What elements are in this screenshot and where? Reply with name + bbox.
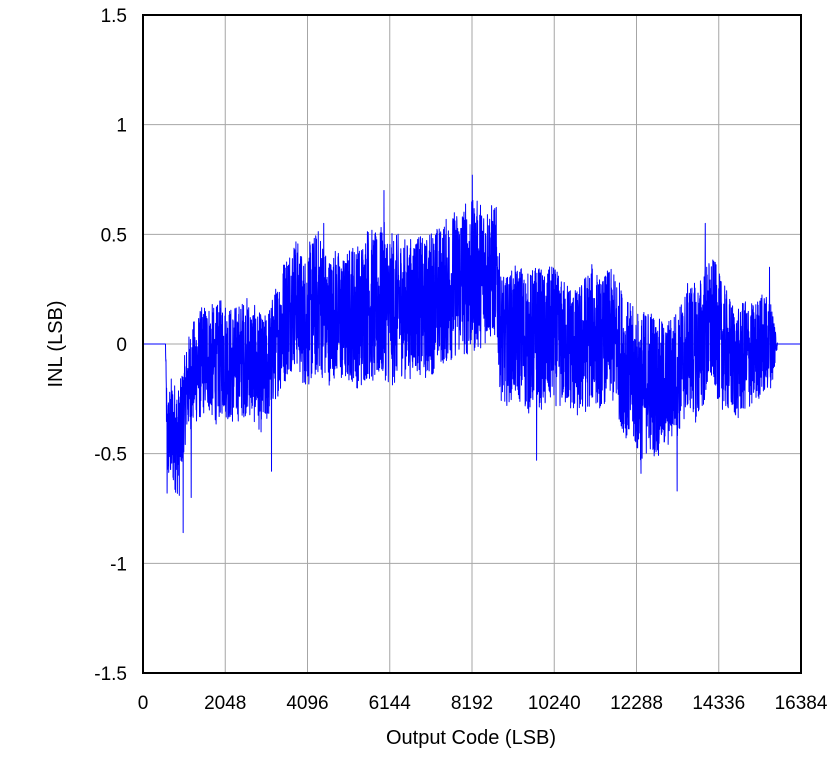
y-tick-label: 0 — [116, 335, 127, 356]
x-tick-label: 8192 — [451, 693, 493, 714]
x-tick-label: 2048 — [204, 693, 246, 714]
y-tick-label: 1 — [116, 116, 127, 137]
x-tick-label: 0 — [138, 693, 149, 714]
x-tick-label: 4096 — [286, 693, 328, 714]
y-tick-label: 1.5 — [101, 6, 127, 27]
inl-series-line — [143, 174, 801, 534]
y-tick-label: -0.5 — [94, 445, 127, 466]
x-tick-label: 14336 — [692, 693, 745, 714]
x-axis-label: Output Code (LSB) — [386, 727, 556, 749]
series-group — [143, 174, 801, 534]
x-tick-labels: 0 2048 4096 6144 8192 10240 12288 14336 16384 — [138, 693, 828, 714]
y-axis-label: INL (LSB) — [45, 300, 67, 387]
x-tick-label: 16384 — [775, 693, 828, 714]
y-tick-label: 0.5 — [101, 225, 127, 246]
y-tick-labels: -1.5 -1 -0.5 0 0.5 1 1.5 — [94, 6, 127, 685]
y-tick-label: -1.5 — [94, 664, 127, 685]
y-tick-label: -1 — [110, 554, 127, 575]
x-tick-label: 12288 — [610, 693, 663, 714]
x-tick-label: 10240 — [528, 693, 581, 714]
plot-frame — [142, 14, 802, 674]
x-tick-label: 6144 — [369, 693, 412, 714]
